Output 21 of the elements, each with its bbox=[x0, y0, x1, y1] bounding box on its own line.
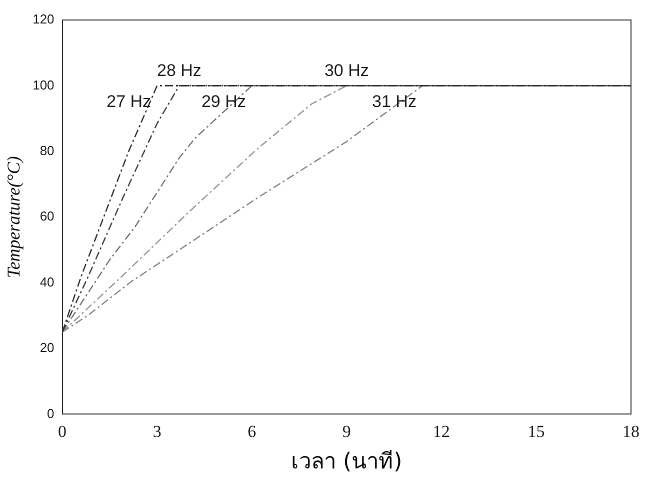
x-tick-label: 9 bbox=[342, 422, 351, 441]
x-axis-title: เวลา (นาที) bbox=[291, 450, 402, 475]
x-tick-label: 3 bbox=[152, 422, 162, 441]
y-tick-label: 100 bbox=[32, 77, 54, 92]
series-label: 28 Hz bbox=[156, 60, 202, 80]
series-label: 27 Hz bbox=[106, 92, 152, 111]
x-tick-label: 18 bbox=[622, 422, 640, 441]
y-tick-label: 0 bbox=[47, 406, 54, 421]
y-tick-label: 120 bbox=[32, 12, 54, 27]
y-tick-label: 60 bbox=[40, 208, 54, 224]
x-tick-label: 12 bbox=[432, 422, 450, 441]
y-tick-label: 40 bbox=[40, 274, 54, 290]
y-tick-label: 20 bbox=[40, 340, 54, 356]
x-tick-label: 0 bbox=[58, 422, 67, 441]
x-tick-label: 6 bbox=[248, 422, 256, 441]
series-label: 29 Hz bbox=[201, 92, 246, 111]
y-axis-title: Temperature(°C) bbox=[4, 156, 24, 278]
series-label: 31 Hz bbox=[372, 92, 416, 111]
x-tick-label: 15 bbox=[528, 422, 545, 441]
series-label: 30 Hz bbox=[324, 60, 369, 80]
y-tick-label: 80 bbox=[40, 142, 54, 158]
